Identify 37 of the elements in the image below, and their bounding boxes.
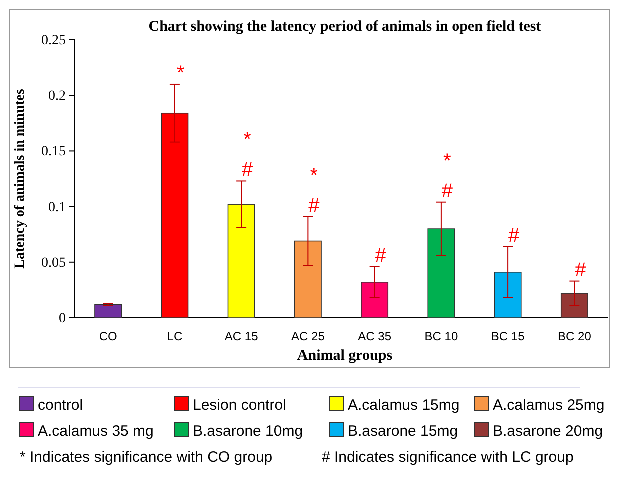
annotation: # [308,194,321,217]
annotation: * [177,62,186,84]
legend-label: B.asarone 10mg [193,423,304,440]
y-tick-label: 0.2 [48,89,66,104]
legend-label: A.calamus 25mg [493,397,605,414]
x-tick-label: AC 35 [358,330,392,344]
annotation: # [508,224,520,247]
x-axis-title: Animal groups [297,348,393,364]
x-tick-label: AC 15 [224,330,259,344]
legend-label: control [38,397,84,414]
x-tick-label: BC 10 [424,330,458,344]
y-tick-label: 0.05 [42,256,66,271]
annotation: * [310,164,318,187]
annotation: * [244,129,252,152]
x-tick-label: CO [99,330,118,344]
text: # Indicates significance with LC group [322,449,574,466]
y-axis-title: Latency of animals in minutes [13,88,28,269]
annotation: # [242,159,254,182]
text: * Indicates significance with CO group [20,449,273,466]
y-tick-label: 0.1 [48,200,66,216]
legend-label: A.calamus 15mg [348,397,460,414]
legend-label: Lesion control [193,397,286,414]
x-tick-label: AC 25 [292,330,326,344]
legend-label: B.asarone 20mg [493,423,604,440]
legend-label: B.asarone 15mg [348,423,458,440]
annotation: # [442,180,454,202]
y-tick-label: 0.25 [42,33,66,48]
x-tick-label: BC 20 [558,330,592,344]
x-tick-label: BC 15 [491,330,526,344]
annotation: # [575,259,588,282]
y-tick-label: 0 [59,311,66,326]
chart-title: Chart showing the latency period of animals in open field test [148,19,542,35]
y-tick-label: 0.15 [42,144,66,160]
legend-label: A.calamus 35 mg [38,423,154,440]
x-tick-label: LC [167,330,183,344]
annotation: # [375,244,388,267]
annotation: * [444,150,452,172]
